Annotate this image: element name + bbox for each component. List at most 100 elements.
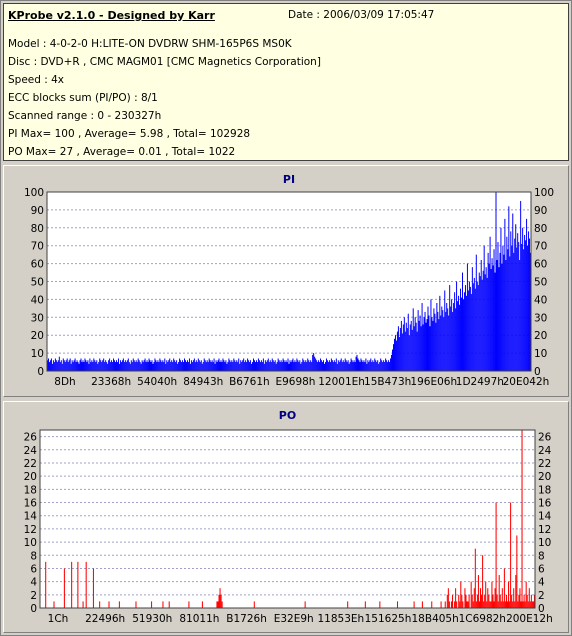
pi-bar <box>434 313 436 371</box>
pi-bar <box>151 360 153 371</box>
po-ytick-left: 12 <box>24 524 37 536</box>
pi-bar <box>395 340 397 371</box>
pi-bar <box>517 233 519 371</box>
pi-bar <box>91 360 93 371</box>
pi-bar <box>154 358 156 371</box>
pi-bar <box>482 270 484 371</box>
po-bar <box>516 535 518 608</box>
pi-ytick-left: 0 <box>37 366 44 378</box>
pi-bar <box>60 360 62 371</box>
pi-bar <box>323 363 325 371</box>
pi-bar <box>209 360 211 371</box>
po-bar <box>515 575 517 608</box>
pi-bar <box>206 360 208 371</box>
pi-bar <box>161 362 163 371</box>
po-bar <box>440 601 442 608</box>
pi-bar <box>354 362 356 371</box>
pi-bar <box>478 272 480 371</box>
pi-bar <box>450 306 452 371</box>
pi-bar <box>362 362 364 371</box>
pi-bar <box>135 360 137 371</box>
pi-bar <box>199 362 201 371</box>
po-bar <box>524 601 526 608</box>
pi-ytick-left: 50 <box>31 277 44 289</box>
po-bar <box>471 594 473 608</box>
pi-bar <box>89 358 91 371</box>
po-ytick-right: 12 <box>538 524 551 536</box>
pi-bar <box>147 362 149 371</box>
po-ytick-left: 14 <box>24 511 38 523</box>
pi-bar <box>370 358 372 371</box>
po-bar <box>413 601 415 608</box>
pi-bar <box>266 360 268 371</box>
po-bar <box>217 601 219 608</box>
po-bar <box>447 588 449 608</box>
pi-ytick-right: 20 <box>534 330 547 342</box>
pi-bar <box>252 362 254 371</box>
pi-bar <box>460 288 462 371</box>
pi-bar <box>324 362 326 371</box>
pi-bar <box>393 344 394 371</box>
pi-bar <box>205 362 207 371</box>
pi-xtick: 84943h <box>183 376 223 388</box>
pi-bar <box>124 360 126 371</box>
pi-ytick-right: 70 <box>534 241 547 253</box>
pi-bar <box>327 362 329 371</box>
pi-bar <box>325 358 327 371</box>
pi-xtick: 8Dh <box>54 376 75 388</box>
po-ytick-right: 4 <box>538 577 545 589</box>
pi-bar <box>470 294 472 371</box>
pi-bar <box>462 272 463 371</box>
pi-bar <box>299 360 301 371</box>
pi-bar <box>389 362 391 371</box>
pi-bar <box>334 362 336 371</box>
po-bar <box>526 594 528 608</box>
pi-bar <box>115 362 117 371</box>
pi-bar <box>304 362 306 371</box>
pi-bar <box>307 358 309 371</box>
pi-bar <box>316 360 318 371</box>
pi-bar <box>114 360 116 371</box>
pi-bar <box>264 360 266 371</box>
pi-bar <box>204 360 206 371</box>
pi-bar <box>475 254 477 371</box>
pi-bar <box>74 358 76 371</box>
pi-bar <box>503 254 505 371</box>
po-chart-title: PO <box>279 409 296 422</box>
pi-bar <box>140 363 142 371</box>
pi-bar <box>447 308 449 371</box>
pi-bar <box>507 249 509 371</box>
pi-bar <box>127 358 129 371</box>
pi-bar <box>113 358 115 371</box>
pi-bar <box>130 360 132 371</box>
pi-bar <box>314 356 316 371</box>
pi-bar <box>145 362 147 371</box>
po-bar <box>511 594 513 608</box>
po-xtick: E32E9h <box>274 613 314 625</box>
po-bar <box>421 601 423 608</box>
pi-bar <box>159 358 161 371</box>
pi-bar <box>174 360 176 371</box>
pi-bar <box>194 362 196 371</box>
pi-bar <box>134 362 136 371</box>
pi-bar <box>363 360 365 371</box>
po-bar <box>530 594 532 608</box>
po-ytick-right: 14 <box>538 511 552 523</box>
pi-bar <box>529 238 531 371</box>
pi-bar <box>67 362 69 371</box>
po-bar <box>472 601 474 608</box>
pi-bar <box>71 360 73 371</box>
pi-bar <box>497 242 499 371</box>
po-ytick-left: 20 <box>24 471 37 483</box>
pi-bar <box>178 362 180 371</box>
pi-bar <box>508 206 510 371</box>
po-xtick: B1726h <box>226 613 267 625</box>
po-ytick-left: 10 <box>24 537 37 549</box>
po-bar <box>509 601 511 608</box>
pi-bar <box>81 362 83 371</box>
pi-bar <box>319 362 321 371</box>
pi-bar <box>105 360 107 371</box>
pi-bar <box>452 311 454 371</box>
pi-ytick-left: 30 <box>31 312 44 324</box>
pi-bar <box>84 358 86 371</box>
